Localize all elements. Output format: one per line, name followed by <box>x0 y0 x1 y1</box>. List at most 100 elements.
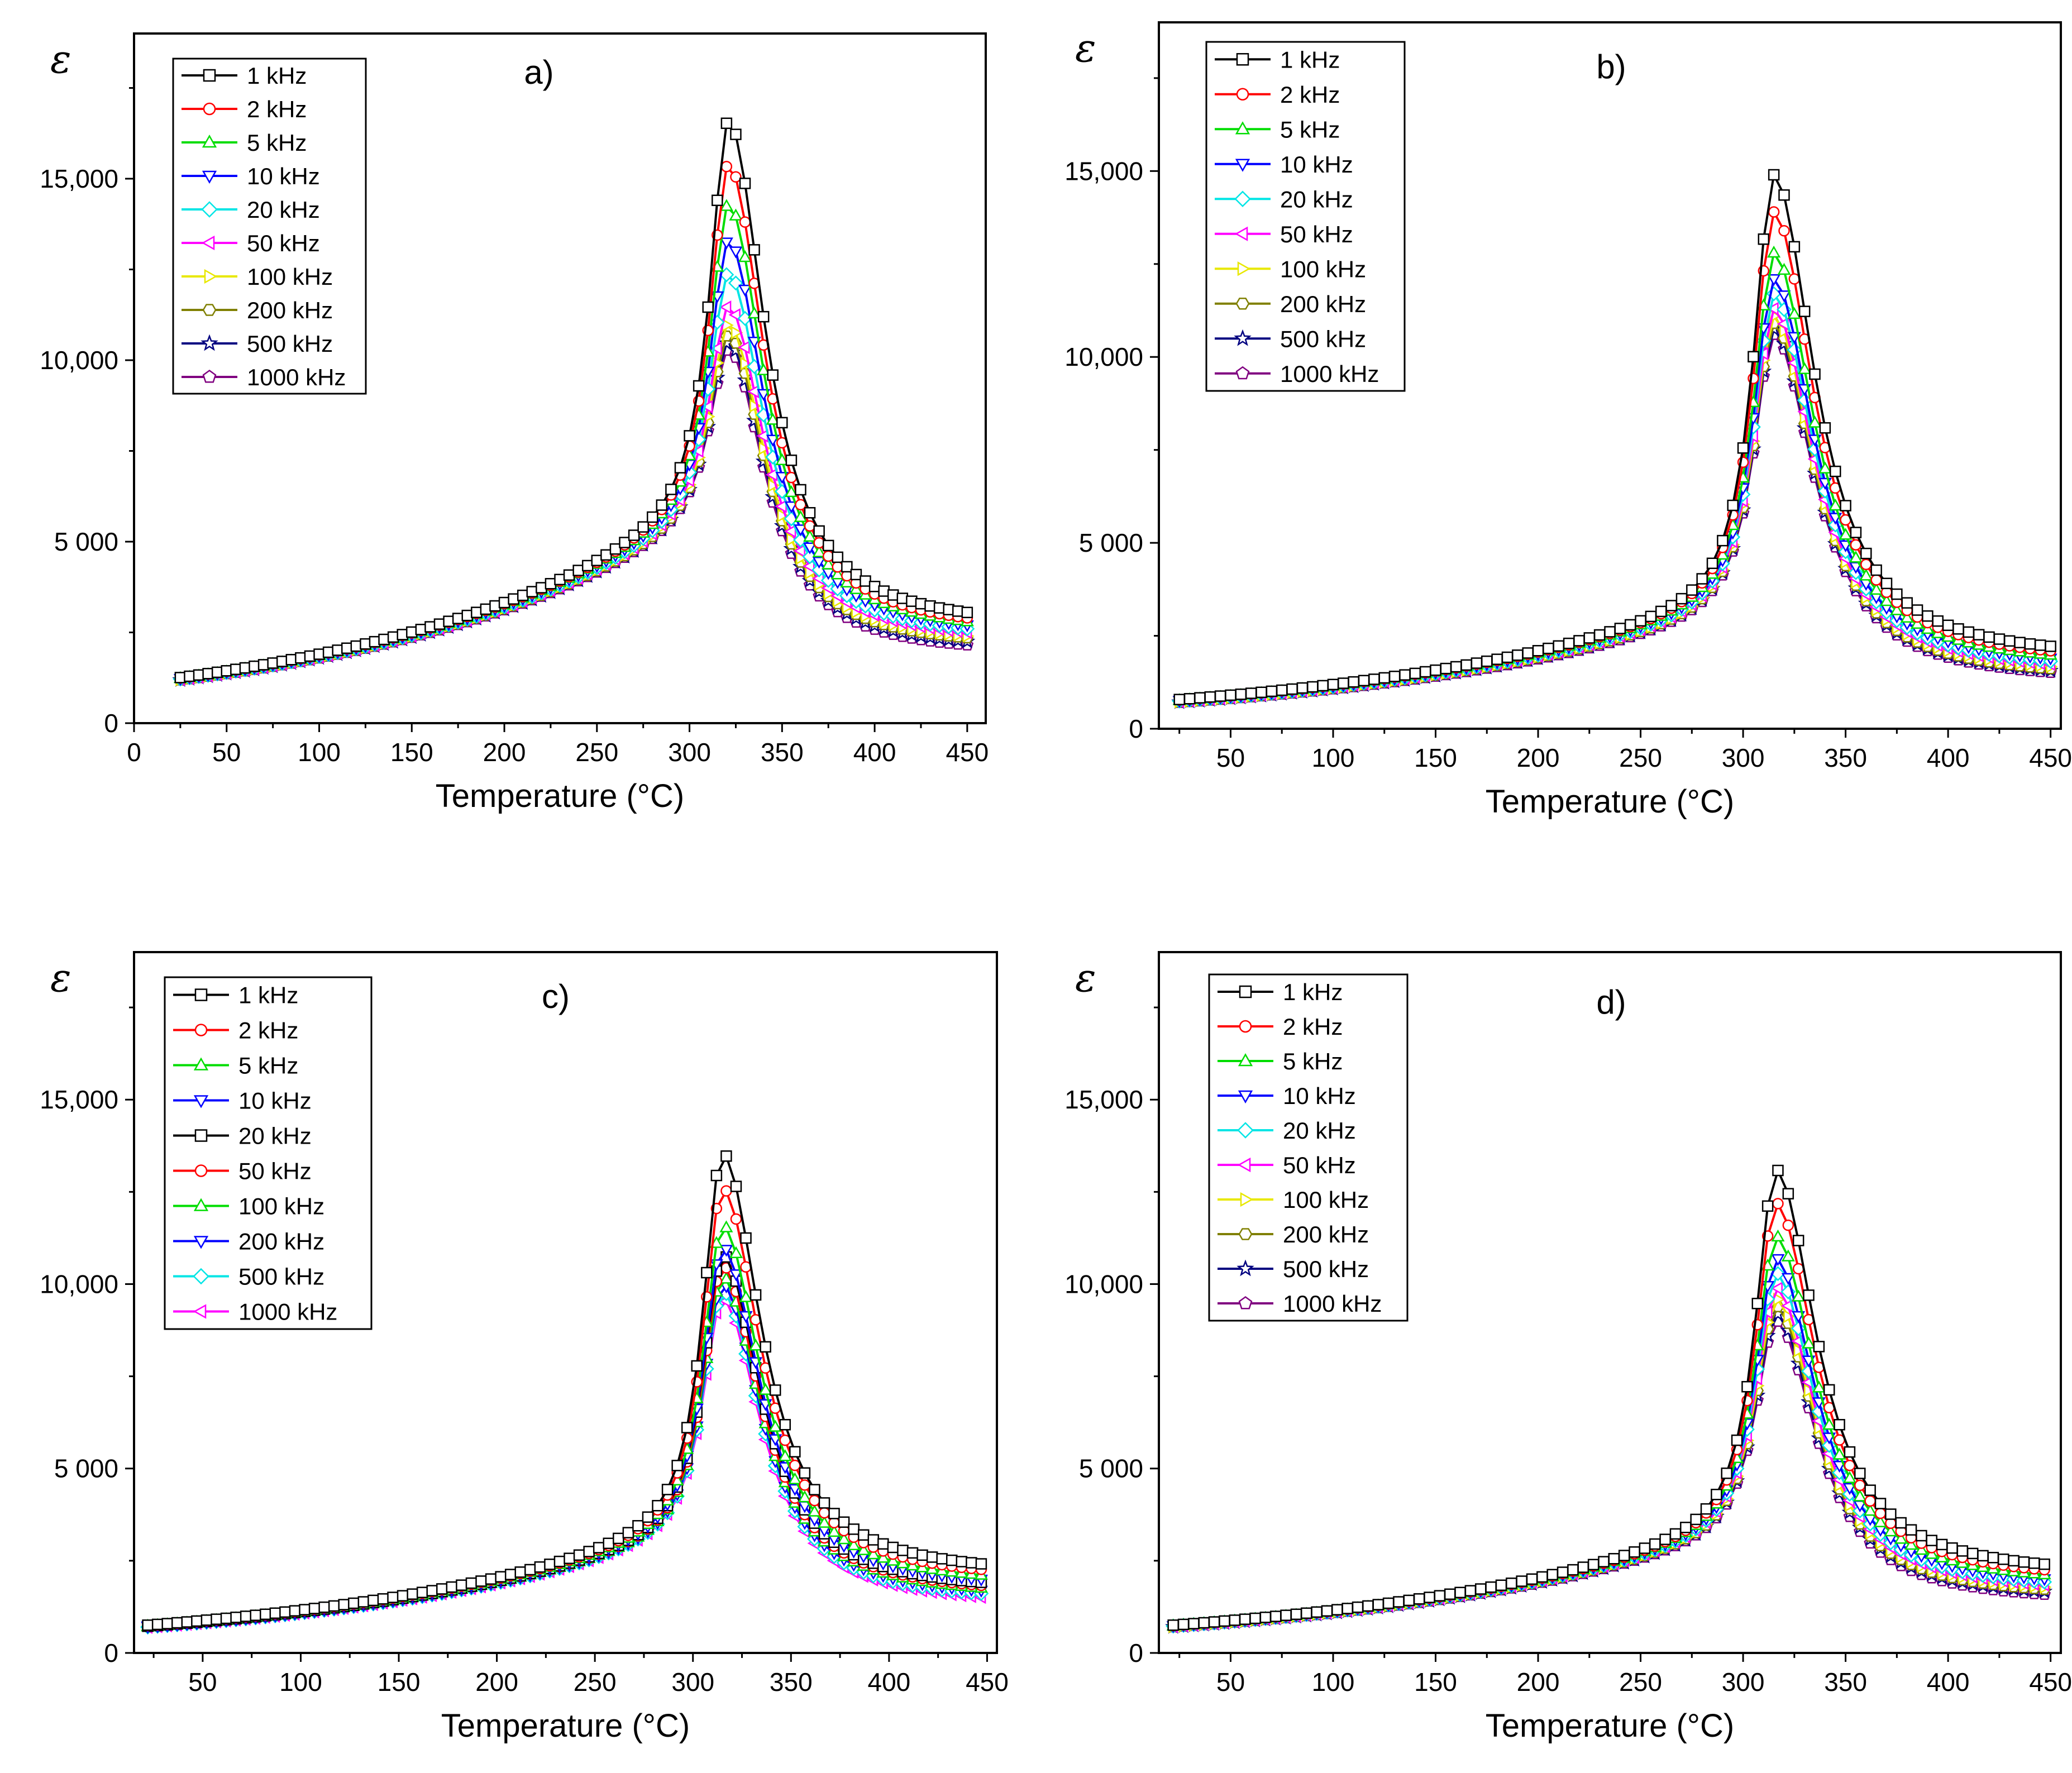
data-point <box>1926 1535 1938 1546</box>
legend-item: 500 kHz <box>173 1264 324 1290</box>
y-tick-label: 10,000 <box>1064 342 1143 371</box>
data-point <box>1516 1575 1527 1587</box>
data-point <box>1767 274 1781 286</box>
data-point <box>220 1612 232 1624</box>
data-point <box>1809 368 1821 380</box>
data-point <box>485 1573 497 1585</box>
data-point <box>1430 664 1441 676</box>
legend-label: 1000 kHz <box>1283 1291 1382 1317</box>
data-point <box>766 413 780 425</box>
data-point <box>563 569 575 581</box>
data-point <box>1536 1571 1548 1583</box>
data-point <box>728 308 741 322</box>
x-tick-label: 50 <box>1216 743 1245 772</box>
data-point <box>1598 1556 1610 1567</box>
data-point <box>784 485 798 498</box>
data-point <box>1532 645 1544 657</box>
data-point <box>1911 604 1923 616</box>
legend-item: 1 kHz <box>182 63 307 89</box>
legend-marker <box>200 334 218 351</box>
data-point <box>693 380 705 392</box>
legend-label: 20 kHz <box>1280 186 1353 212</box>
data-point <box>1803 1289 1815 1301</box>
data-point <box>1301 1607 1312 1619</box>
data-point <box>1177 1618 1190 1631</box>
legend-item: 50 kHz <box>173 1158 312 1184</box>
y-axis-title: ε <box>50 36 71 82</box>
data-point <box>593 1542 605 1554</box>
y-axis-title: ε <box>1075 25 1096 71</box>
plot-frame <box>1158 951 2062 1654</box>
series-area <box>172 117 976 687</box>
data-point <box>2003 635 2016 647</box>
data-point <box>943 604 954 615</box>
data-point <box>1873 1515 1888 1527</box>
data-point <box>827 1525 841 1537</box>
data-point <box>1173 694 1185 705</box>
data-point <box>1255 686 1267 698</box>
data-point <box>2008 1555 2020 1567</box>
legend-marker <box>193 1304 207 1319</box>
data-point <box>1290 1608 1302 1620</box>
y-tick-label: 5 000 <box>1079 528 1143 557</box>
legend-label: 100 kHz <box>247 264 333 290</box>
y-tick-label: 10,000 <box>40 1269 118 1298</box>
data-point <box>747 306 761 319</box>
data-point <box>786 532 799 547</box>
data-point <box>1817 483 1833 499</box>
data-point <box>322 646 335 658</box>
data-point <box>1464 1585 1477 1597</box>
data-point <box>1409 667 1421 680</box>
data-point <box>757 363 771 375</box>
data-point <box>1706 557 1718 570</box>
data-point <box>1399 669 1411 681</box>
legend-item: 1 kHz <box>173 982 298 1009</box>
data-point <box>1563 637 1575 649</box>
data-point <box>461 609 473 622</box>
legend-label: 1 kHz <box>1283 979 1343 1005</box>
data-point <box>1214 690 1226 702</box>
legend-item: 10 kHz <box>1218 1083 1356 1109</box>
data-point <box>1860 547 1872 560</box>
legend-marker <box>194 1129 208 1142</box>
data-point <box>1993 633 2006 645</box>
legend-marker <box>1239 1020 1252 1033</box>
legend-marker <box>1238 1090 1253 1104</box>
y-tick-label: 10,000 <box>40 346 118 375</box>
data-point <box>702 301 714 313</box>
data-point <box>830 567 844 580</box>
data-point <box>1778 225 1790 237</box>
data-point <box>1874 1498 1887 1509</box>
data-point <box>1901 597 1913 609</box>
data-point <box>712 194 723 207</box>
data-point <box>2014 637 2026 648</box>
legend-marker <box>193 1268 209 1285</box>
data-point <box>1942 619 1954 632</box>
data-point <box>1543 642 1554 654</box>
data-point <box>738 250 752 262</box>
data-point <box>475 1575 487 1587</box>
series-1-khz <box>142 1150 987 1631</box>
x-axis-title: Temperature (°C) <box>441 1708 690 1744</box>
legend-marker <box>194 1164 208 1177</box>
data-point <box>1669 1528 1682 1540</box>
legend-marker <box>1237 1157 1251 1173</box>
data-point <box>446 1581 458 1593</box>
data-point <box>731 326 743 340</box>
data-point <box>749 399 762 413</box>
legend-item: 1000 kHz <box>173 1299 337 1325</box>
data-point <box>1983 631 1995 643</box>
data-point <box>1792 1235 1804 1246</box>
data-point <box>1818 461 1832 474</box>
data-point <box>573 1549 585 1561</box>
legend-item: 1000 kHz <box>1215 361 1379 387</box>
data-point <box>1587 1559 1600 1570</box>
x-tick-label: 150 <box>378 1667 421 1696</box>
legend-label: 1000 kHz <box>238 1299 337 1325</box>
x-tick-label: 150 <box>390 738 433 767</box>
data-point <box>1434 1590 1446 1602</box>
data-point <box>860 575 871 587</box>
data-point <box>308 1603 321 1614</box>
x-tick-label: 150 <box>1414 743 1457 772</box>
y-tick-label: 5 000 <box>54 1454 118 1483</box>
